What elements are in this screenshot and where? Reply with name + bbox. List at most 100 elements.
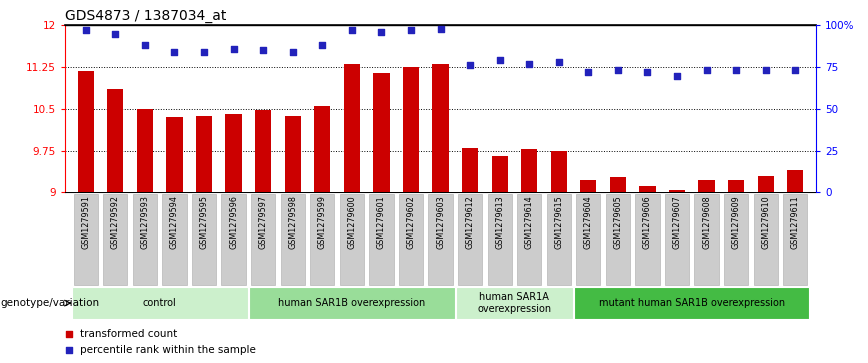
Text: GSM1279606: GSM1279606	[643, 195, 652, 249]
Bar	[403, 67, 419, 192]
FancyBboxPatch shape	[192, 194, 216, 285]
Point	[641, 69, 654, 75]
FancyBboxPatch shape	[547, 194, 571, 285]
Text: GSM1279613: GSM1279613	[495, 195, 504, 249]
Point	[433, 26, 447, 32]
Text: GSM1279595: GSM1279595	[200, 195, 208, 249]
FancyBboxPatch shape	[783, 194, 807, 285]
Bar	[491, 156, 508, 192]
Bar	[108, 89, 123, 192]
Point	[197, 49, 211, 55]
Bar	[462, 148, 478, 192]
Text: GSM1279598: GSM1279598	[288, 195, 297, 249]
Text: GSM1279610: GSM1279610	[761, 195, 770, 249]
Text: GSM1279600: GSM1279600	[347, 195, 357, 249]
Point	[280, 256, 294, 262]
Text: transformed count: transformed count	[80, 329, 177, 339]
FancyBboxPatch shape	[251, 194, 275, 285]
Bar	[71, 287, 247, 319]
Point	[788, 68, 802, 73]
FancyBboxPatch shape	[339, 194, 364, 285]
Bar	[255, 110, 272, 192]
Point	[227, 46, 240, 52]
FancyBboxPatch shape	[221, 194, 246, 285]
Bar	[77, 71, 94, 192]
Bar	[521, 149, 537, 192]
Bar	[580, 180, 596, 192]
Bar	[196, 115, 212, 192]
Text: percentile rank within the sample: percentile rank within the sample	[80, 345, 256, 355]
Bar	[226, 114, 241, 192]
Point	[611, 68, 625, 73]
Point	[700, 68, 713, 73]
Point	[404, 28, 418, 33]
Point	[286, 49, 299, 55]
Point	[374, 29, 388, 35]
FancyBboxPatch shape	[310, 194, 334, 285]
Bar	[373, 73, 390, 192]
Bar	[456, 287, 573, 319]
Text: GSM1279614: GSM1279614	[524, 195, 534, 249]
FancyBboxPatch shape	[576, 194, 601, 285]
Bar	[249, 287, 455, 319]
FancyBboxPatch shape	[133, 194, 157, 285]
Text: genotype/variation: genotype/variation	[0, 298, 99, 308]
Bar	[728, 180, 744, 192]
Bar	[640, 186, 655, 192]
Bar	[285, 115, 301, 192]
Point	[315, 42, 329, 48]
Point	[168, 49, 181, 55]
Bar	[432, 64, 449, 192]
Text: GSM1279602: GSM1279602	[406, 195, 416, 249]
Point	[138, 42, 152, 48]
Text: GSM1279611: GSM1279611	[791, 195, 799, 249]
Text: GSM1279604: GSM1279604	[584, 195, 593, 249]
Bar	[669, 189, 685, 192]
Bar	[314, 106, 331, 192]
Bar	[758, 176, 773, 192]
FancyBboxPatch shape	[162, 194, 187, 285]
FancyBboxPatch shape	[280, 194, 305, 285]
FancyBboxPatch shape	[398, 194, 423, 285]
Text: GSM1279609: GSM1279609	[732, 195, 740, 249]
Text: GSM1279591: GSM1279591	[82, 195, 90, 249]
Text: GSM1279605: GSM1279605	[614, 195, 622, 249]
FancyBboxPatch shape	[635, 194, 660, 285]
FancyBboxPatch shape	[369, 194, 393, 285]
Point	[670, 73, 684, 78]
Point	[523, 61, 536, 67]
Bar	[137, 109, 153, 192]
Text: GSM1279608: GSM1279608	[702, 195, 711, 249]
Bar	[344, 64, 360, 192]
FancyBboxPatch shape	[665, 194, 689, 285]
Text: human SAR1B overexpression: human SAR1B overexpression	[279, 298, 425, 308]
Text: GSM1279594: GSM1279594	[170, 195, 179, 249]
FancyBboxPatch shape	[694, 194, 719, 285]
FancyBboxPatch shape	[103, 194, 128, 285]
Bar	[550, 151, 567, 192]
Text: GSM1279601: GSM1279601	[377, 195, 386, 249]
Text: mutant human SAR1B overexpression: mutant human SAR1B overexpression	[599, 298, 785, 308]
FancyBboxPatch shape	[606, 194, 630, 285]
FancyBboxPatch shape	[753, 194, 778, 285]
Text: GSM1279592: GSM1279592	[111, 195, 120, 249]
Text: GSM1279607: GSM1279607	[673, 195, 681, 249]
Bar	[574, 287, 810, 319]
Text: GSM1279603: GSM1279603	[436, 195, 445, 249]
Text: GSM1279597: GSM1279597	[259, 195, 267, 249]
Point	[280, 107, 294, 113]
Text: GSM1279596: GSM1279596	[229, 195, 238, 249]
Text: GSM1279612: GSM1279612	[465, 195, 475, 249]
Text: control: control	[143, 298, 176, 308]
Point	[759, 68, 773, 73]
Text: GSM1279615: GSM1279615	[555, 195, 563, 249]
Point	[552, 59, 566, 65]
FancyBboxPatch shape	[488, 194, 512, 285]
FancyBboxPatch shape	[429, 194, 452, 285]
FancyBboxPatch shape	[517, 194, 542, 285]
FancyBboxPatch shape	[458, 194, 483, 285]
FancyBboxPatch shape	[724, 194, 748, 285]
Bar	[609, 177, 626, 192]
Point	[464, 62, 477, 68]
Point	[582, 69, 595, 75]
